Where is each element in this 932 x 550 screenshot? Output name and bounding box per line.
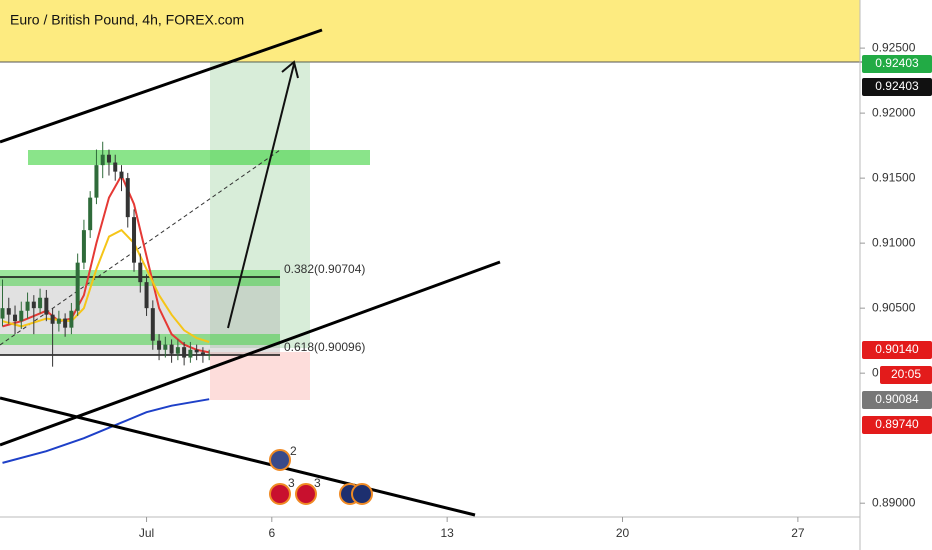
event-icon — [351, 483, 373, 505]
y-tick-label: 0 — [872, 365, 879, 379]
candle-body — [13, 314, 18, 322]
candle-body — [44, 297, 49, 315]
price-label-box — [862, 341, 932, 359]
y-tick-label: 0.89000 — [872, 495, 916, 509]
plot — [0, 141, 212, 464]
price-labels: 0.92403 0.92403 0.90140 20:05 0.90084 0.89740 — [862, 55, 932, 434]
candle-body — [150, 308, 155, 341]
price-label-box — [862, 416, 932, 434]
candle-body — [175, 347, 180, 354]
price-label-box — [862, 55, 932, 73]
fib-label: 0.382(0.90704) — [284, 262, 365, 276]
candle-body — [132, 217, 137, 263]
candle-body — [144, 282, 149, 309]
candle-body — [6, 308, 11, 315]
candle-body — [113, 162, 118, 172]
candle-body — [81, 230, 86, 263]
candle-body — [100, 154, 105, 166]
y-tick-label: 0.90500 — [872, 300, 916, 314]
candle-body — [106, 154, 111, 163]
candle-body — [169, 344, 174, 354]
price-label-box — [880, 366, 932, 384]
candle-body — [63, 318, 68, 328]
candle-body — [182, 347, 187, 358]
event-count: 3 — [314, 476, 321, 490]
price-label: 0.92403 — [875, 79, 919, 93]
arrow — [227, 60, 299, 329]
trend-line — [0, 260, 501, 447]
candle-body — [0, 308, 5, 319]
ma-line — [2, 228, 210, 343]
candle-body — [157, 340, 162, 350]
x-tick-label: 6 — [268, 526, 275, 540]
price-label: 0.89740 — [875, 417, 919, 431]
x-tick-label: Jul — [139, 526, 154, 540]
loss-zone — [210, 352, 310, 400]
price-label: 0.90084 — [875, 392, 919, 406]
candle-body — [38, 297, 43, 309]
y-tick-label: 0.92000 — [872, 105, 916, 119]
event-count: 2 — [290, 444, 297, 458]
event-count: 3 — [288, 476, 295, 490]
chart-title: Euro / British Pound, 4h, FOREX.com — [10, 12, 244, 28]
support-zone — [0, 334, 280, 345]
y-tick-label: 0.91500 — [872, 170, 916, 184]
trend-line — [0, 396, 476, 517]
candle-body — [19, 310, 24, 322]
y-tick-label: 0.92500 — [872, 40, 916, 54]
x-tick-label: 27 — [791, 526, 805, 540]
candle-body — [125, 178, 130, 218]
profit-zone — [210, 62, 310, 348]
candle-body — [188, 349, 193, 358]
candle-body — [163, 344, 168, 350]
highlight-band — [0, 0, 860, 62]
candle-body — [94, 165, 99, 198]
event-icon — [269, 449, 291, 471]
resistance-zone — [28, 150, 370, 165]
candle-body — [194, 349, 199, 353]
candle-body — [31, 301, 36, 309]
candle-body — [138, 262, 143, 283]
x-tick-label: 13 — [440, 526, 454, 540]
price-label: 0.90140 — [875, 342, 919, 356]
candle-body — [69, 310, 74, 328]
candle-body — [207, 354, 212, 356]
event-icon — [295, 483, 317, 505]
price-label: 20:05 — [891, 367, 921, 381]
candle-body — [75, 262, 80, 311]
candle-body — [200, 352, 205, 355]
trend-line — [0, 28, 323, 144]
candle-body — [25, 301, 30, 311]
y-tick-label: 0.91000 — [872, 235, 916, 249]
ma-line — [2, 398, 210, 464]
price-label-box — [862, 78, 932, 96]
candle-body — [50, 314, 55, 324]
x-tick-label: 20 — [616, 526, 630, 540]
events: 2 3 3 — [269, 444, 373, 505]
price-label-box — [862, 391, 932, 409]
fib-label: 0.618(0.90096) — [284, 340, 365, 354]
candle-body — [56, 318, 61, 324]
candle-body — [119, 171, 124, 179]
event-icon — [269, 483, 291, 505]
candle-body — [88, 197, 93, 231]
price-label: 0.92403 — [875, 56, 919, 70]
